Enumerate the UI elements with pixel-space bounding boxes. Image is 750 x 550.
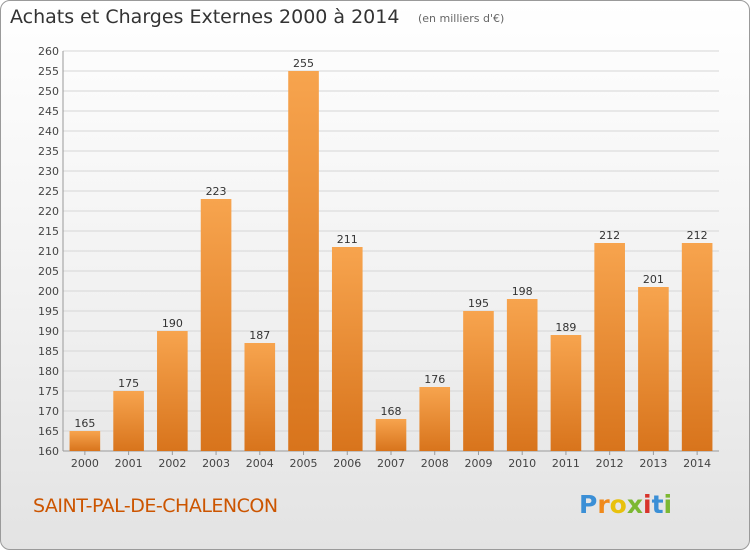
x-tick-label: 2012 bbox=[596, 457, 624, 470]
value-label: 223 bbox=[206, 185, 227, 198]
x-tick-label: 2004 bbox=[246, 457, 274, 470]
y-tick-label: 245 bbox=[38, 105, 59, 118]
bar bbox=[288, 71, 319, 451]
x-tick-label: 2011 bbox=[552, 457, 580, 470]
x-tick-label: 2008 bbox=[421, 457, 449, 470]
bar bbox=[681, 243, 713, 451]
y-tick-label: 260 bbox=[38, 45, 59, 58]
bar bbox=[419, 387, 451, 451]
y-tick-label: 185 bbox=[38, 345, 59, 358]
bar bbox=[244, 343, 276, 451]
y-tick-label: 170 bbox=[38, 405, 59, 418]
logo-letter: i bbox=[643, 490, 652, 519]
chart-subtitle: (en milliers d'€) bbox=[418, 12, 505, 25]
y-tick-label: 160 bbox=[38, 445, 59, 458]
x-tick-label: 2001 bbox=[115, 457, 143, 470]
value-label: 187 bbox=[249, 329, 270, 342]
y-tick-label: 195 bbox=[38, 305, 59, 318]
bar bbox=[638, 287, 669, 451]
logo-letter: o bbox=[609, 490, 627, 519]
x-tick-labels: 2000 2001 2002 2003 2004 2005 2006 2007 2008 2009… bbox=[71, 451, 711, 470]
proxiti-logo: Proxiti bbox=[579, 490, 672, 519]
logo-letter: i bbox=[663, 490, 673, 519]
value-label: 201 bbox=[643, 273, 664, 286]
x-tick-label: 2006 bbox=[333, 457, 361, 470]
y-tick-label: 225 bbox=[38, 185, 59, 198]
y-tick-label: 235 bbox=[38, 145, 59, 158]
y-tick-label: 165 bbox=[38, 425, 59, 438]
bar bbox=[200, 199, 232, 451]
bar bbox=[463, 311, 494, 451]
logo-letter: P bbox=[579, 490, 598, 519]
y-tick-label: 230 bbox=[38, 165, 59, 178]
value-label: 255 bbox=[293, 57, 314, 70]
bar bbox=[113, 391, 144, 451]
y-tick-label: 240 bbox=[38, 125, 59, 138]
logo-letter: r bbox=[597, 490, 610, 519]
x-tick-label: 2000 bbox=[71, 457, 99, 470]
y-tick-label: 180 bbox=[38, 365, 59, 378]
value-label: 165 bbox=[74, 417, 95, 430]
value-label: 190 bbox=[162, 317, 183, 330]
y-tick-label: 175 bbox=[38, 385, 59, 398]
value-label: 212 bbox=[599, 229, 620, 242]
value-label: 189 bbox=[555, 321, 576, 334]
y-tick-label: 255 bbox=[38, 65, 59, 78]
value-label: 198 bbox=[512, 285, 533, 298]
bar bbox=[550, 335, 582, 451]
y-tick-label: 190 bbox=[38, 325, 59, 338]
x-tick-label: 2009 bbox=[464, 457, 492, 470]
value-label: 212 bbox=[687, 229, 708, 242]
value-label: 211 bbox=[337, 233, 358, 246]
value-label: 168 bbox=[381, 405, 402, 418]
value-labels: 165 175 190 223 187 255 211 168 176 195 198 189 212 2… bbox=[74, 57, 707, 430]
y-tick-label: 210 bbox=[38, 245, 59, 258]
bar bbox=[331, 247, 363, 451]
bar bbox=[375, 419, 407, 451]
bar bbox=[157, 331, 188, 451]
y-tick-label: 220 bbox=[38, 205, 59, 218]
commune-name: SAINT-PAL-DE-CHALENCON bbox=[33, 495, 278, 517]
y-tick-label: 200 bbox=[38, 285, 59, 298]
x-tick-label: 2005 bbox=[290, 457, 318, 470]
x-tick-label: 2010 bbox=[508, 457, 536, 470]
x-tick-label: 2013 bbox=[639, 457, 667, 470]
x-tick-label: 2007 bbox=[377, 457, 405, 470]
logo-letter: t bbox=[651, 490, 664, 519]
value-label: 176 bbox=[424, 373, 445, 386]
logo-letter: x bbox=[626, 490, 643, 519]
y-tick-label: 205 bbox=[38, 265, 59, 278]
value-label: 175 bbox=[118, 377, 139, 390]
y-tick-labels: 160 165 170 175 180 185 190 195 200 205 210 215 220 2… bbox=[38, 45, 59, 458]
x-tick-label: 2002 bbox=[158, 457, 186, 470]
bar bbox=[594, 243, 625, 451]
value-label: 195 bbox=[468, 297, 489, 310]
bar bbox=[69, 431, 101, 451]
x-tick-label: 2003 bbox=[202, 457, 230, 470]
bar bbox=[506, 299, 538, 451]
y-tick-label: 250 bbox=[38, 85, 59, 98]
chart-title: Achats et Charges Externes 2000 à 2014 bbox=[10, 6, 400, 28]
x-tick-label: 2014 bbox=[683, 457, 711, 470]
bars bbox=[69, 71, 713, 451]
y-tick-label: 215 bbox=[38, 225, 59, 238]
